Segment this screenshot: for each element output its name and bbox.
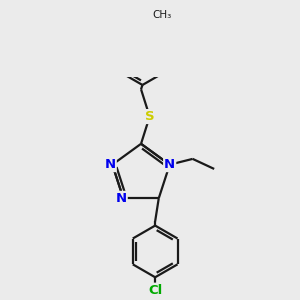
Text: CH₃: CH₃: [152, 10, 172, 20]
Text: N: N: [116, 192, 127, 205]
Text: N: N: [105, 158, 116, 171]
Text: Cl: Cl: [148, 284, 162, 297]
Text: S: S: [145, 110, 154, 123]
Text: N: N: [164, 158, 175, 171]
